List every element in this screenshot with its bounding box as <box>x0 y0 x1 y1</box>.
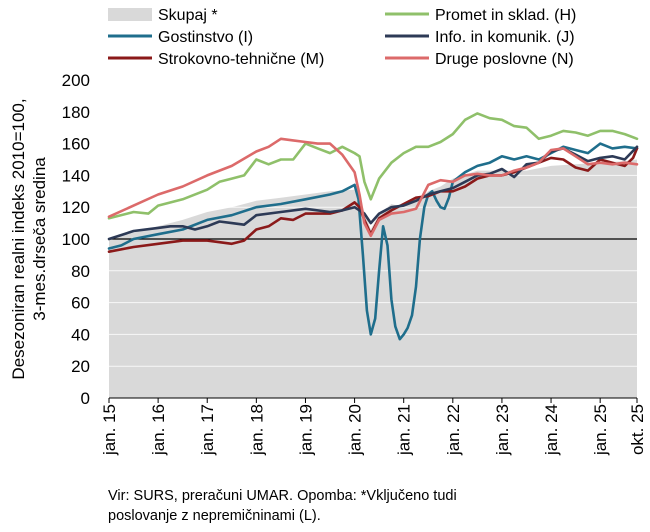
series-druge <box>107 137 639 238</box>
y-tick-label: 160 <box>62 135 90 154</box>
x-tick-label: jan. 19 <box>296 404 315 456</box>
y-axis-label-line2: 3-mes.drseča sredina <box>30 157 49 321</box>
legend-label-strokovno: Strokovno-tehnične (M) <box>158 51 324 68</box>
gridlines-over-area <box>109 79 637 367</box>
legend-label-druge: Druge poslovne (N) <box>435 51 574 68</box>
y-axis-label: Desezoniran realni indeks 2010=100, 3-me… <box>9 98 49 379</box>
y-tick-labels: 0 20 40 60 80 100 120 140 160 180 200 <box>62 71 90 408</box>
source-note-line2: poslovanje z nepremičninami (L). <box>108 508 321 524</box>
y-tick-label: 120 <box>62 198 90 217</box>
y-tick-label: 40 <box>71 325 90 344</box>
y-tick-label: 60 <box>71 294 90 313</box>
source-note: Vir: SURS, preračuni UMAR. Opomba: *Vklj… <box>108 486 568 526</box>
legend-label-promet: Promet in sklad. (H) <box>435 7 576 24</box>
legend-label-gostinstvo: Gostinstvo (I) <box>158 29 253 46</box>
series-layer <box>107 112 639 341</box>
series-gostinstvo <box>107 142 639 341</box>
x-tick-label: jan. 21 <box>395 404 414 456</box>
legend-label-info: Info. in komunik. (J) <box>435 29 575 46</box>
y-tick-label: 200 <box>62 71 90 90</box>
legend-label-skupaj: Skupaj * <box>158 7 218 24</box>
y-tick-label: 80 <box>71 262 90 281</box>
legend-swatch-skupaj <box>108 8 152 21</box>
y-axis-label-line1: Desezoniran realni indeks 2010=100, <box>9 98 28 379</box>
y-tick-label: 20 <box>71 357 90 376</box>
area-layer <box>109 159 637 398</box>
source-note-line1: Vir: SURS, preračuni UMAR. Opomba: *Vklj… <box>108 488 457 504</box>
x-tick-labels: jan. 15 jan. 16 jan. 17 jan. 18 jan. 19 jan. … <box>100 398 647 456</box>
x-tick-label: jan. 23 <box>493 404 512 456</box>
x-tick-label: jan. 16 <box>149 404 168 456</box>
x-tick-label: jan. 24 <box>542 404 561 456</box>
x-tick-label: okt. 25 <box>628 404 647 455</box>
area-skupaj <box>109 159 637 398</box>
x-tick-label: jan. 18 <box>247 404 266 456</box>
legend: Skupaj * Promet in sklad. (H) Gostinstvo (… <box>108 7 576 68</box>
y-tick-label: 0 <box>81 389 90 408</box>
y-tick-label: 180 <box>62 103 90 122</box>
x-tick-label: jan. 20 <box>346 404 365 456</box>
series-strokovno <box>107 147 639 253</box>
x-tick-label: jan. 15 <box>100 404 119 456</box>
x-tick-label: jan. 25 <box>591 404 610 456</box>
x-tick-label: jan. 17 <box>198 404 217 456</box>
series-promet <box>107 112 639 220</box>
y-tick-label: 140 <box>62 166 90 185</box>
x-tick-label: jan. 22 <box>444 404 463 456</box>
y-tick-label: 100 <box>62 230 90 249</box>
